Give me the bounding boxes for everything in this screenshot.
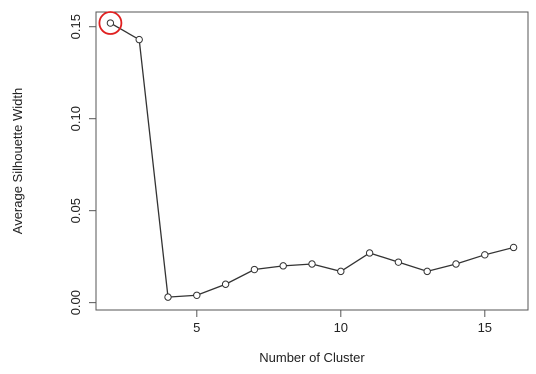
y-tick-label: 0.00 [68, 290, 83, 315]
x-tick-label: 15 [478, 320, 492, 335]
x-axis: 5 10 15 [193, 310, 492, 335]
data-point [221, 280, 230, 288]
y-tick-label: 0.15 [68, 14, 83, 39]
y-tick-label: 0.05 [68, 198, 83, 223]
data-point [481, 251, 489, 259]
series-layer [106, 19, 518, 301]
highlight-layer [98, 11, 123, 35]
highlight-ring [98, 11, 123, 35]
data-point [193, 291, 201, 299]
data-point [135, 35, 143, 44]
x-tick-label: 10 [334, 320, 348, 335]
data-point [423, 267, 431, 276]
data-point [509, 243, 518, 252]
data-point [365, 249, 374, 257]
y-axis-title: Average Silhouette Width [10, 88, 25, 234]
data-point [394, 258, 403, 266]
y-axis: 0.00 0.05 0.10 0.15 [68, 14, 96, 315]
y-tick-label: 0.10 [68, 106, 83, 131]
data-point [279, 262, 287, 270]
x-tick-label: 5 [193, 320, 200, 335]
data-point [164, 293, 172, 301]
x-axis-title: Number of Cluster [259, 350, 365, 365]
plot-frame [95, 11, 529, 311]
data-point [308, 260, 316, 268]
data-point [452, 260, 460, 268]
data-point [106, 19, 115, 27]
data-point [337, 267, 345, 276]
series-line [110, 22, 514, 298]
data-point [250, 265, 259, 274]
